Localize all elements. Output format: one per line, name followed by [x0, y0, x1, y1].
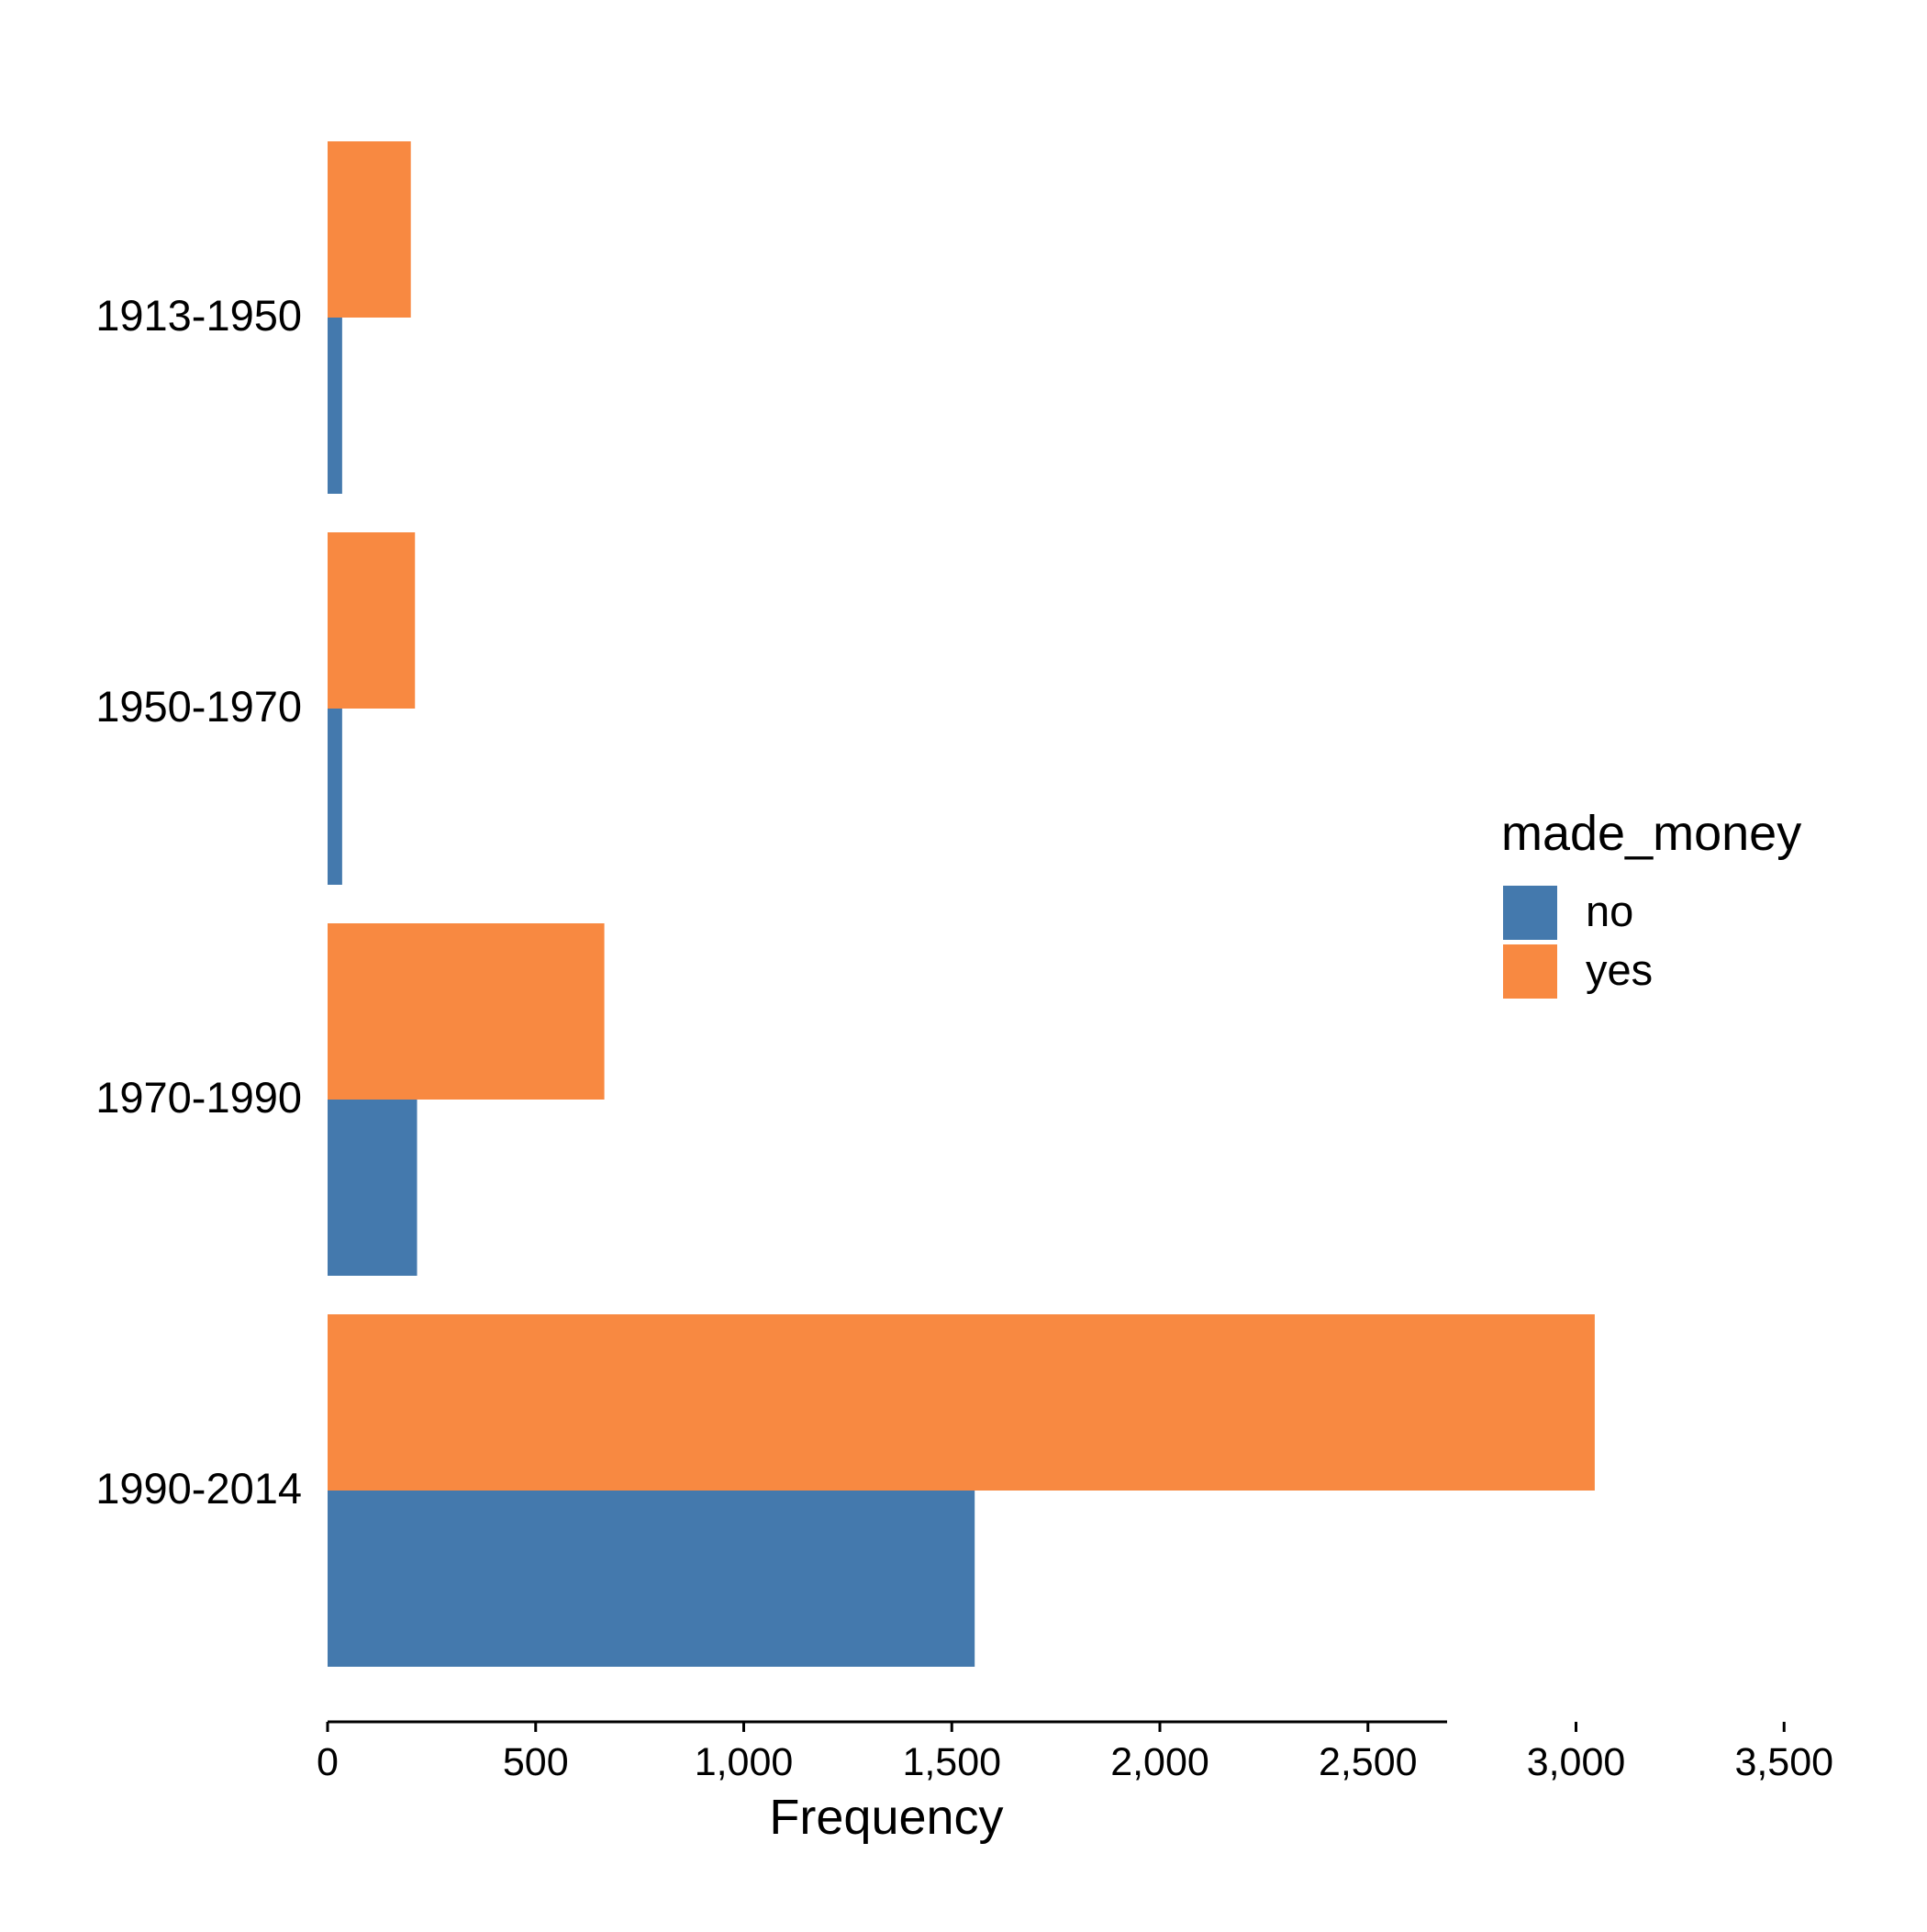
y-tick-label: 1913-1950 — [95, 291, 302, 340]
x-tick-label: 2,000 — [1110, 1740, 1209, 1784]
x-tick-label: 3,500 — [1734, 1740, 1833, 1784]
y-tick-label: 1950-1970 — [95, 682, 302, 731]
bar-no-1990-2014 — [328, 1491, 975, 1667]
x-tick-label: 500 — [503, 1740, 569, 1784]
x-tick-label: 2,500 — [1319, 1740, 1418, 1784]
bar-no-1950-1970 — [328, 709, 342, 885]
legend: made_money no yes — [1501, 806, 1801, 999]
y-tick-label: 1990-2014 — [95, 1464, 302, 1513]
legend-label-yes: yes — [1586, 945, 1653, 994]
plot-area — [328, 141, 1595, 1667]
y-axis: 1913-1950 1950-1970 1970-1990 1990-2014 — [95, 291, 302, 1513]
x-axis: 0 500 1,000 1,500 2,000 2,500 3,000 3,500 — [317, 1720, 1833, 1784]
x-axis-title: Frequency — [769, 1790, 1003, 1845]
bar-yes-1990-2014 — [328, 1314, 1595, 1491]
legend-title: made_money — [1501, 806, 1801, 861]
bar-no-1970-1990 — [328, 1100, 418, 1276]
x-tick-label: 0 — [317, 1740, 339, 1784]
y-tick-label: 1970-1990 — [95, 1073, 302, 1122]
bar-no-1913-1950 — [328, 318, 342, 494]
bar-yes-1913-1950 — [328, 141, 411, 318]
bar-yes-1950-1970 — [328, 532, 416, 709]
bar-yes-1970-1990 — [328, 923, 605, 1100]
x-tick-label: 1,000 — [695, 1740, 794, 1784]
legend-swatch-no — [1503, 886, 1557, 940]
x-tick-label: 3,000 — [1527, 1740, 1626, 1784]
legend-swatch-yes — [1503, 944, 1557, 999]
legend-label-no: no — [1586, 887, 1633, 935]
x-tick-label: 1,500 — [902, 1740, 1001, 1784]
